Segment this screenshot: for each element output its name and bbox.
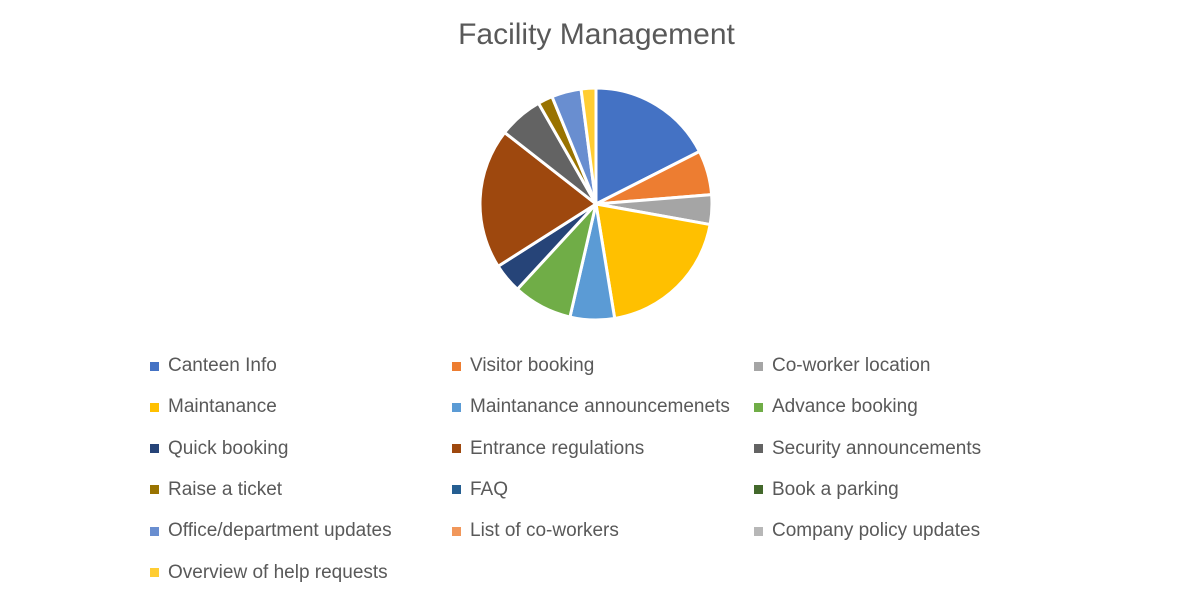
legend-label: Advance booking — [772, 396, 918, 418]
legend-label: Overview of help requests — [168, 561, 388, 583]
legend-swatch — [452, 444, 461, 454]
legend-swatch — [754, 485, 763, 495]
legend-label: Quick booking — [168, 437, 289, 459]
legend-label: Co-worker location — [772, 355, 931, 376]
legend-label: List of co-workers — [470, 520, 619, 542]
legend-swatch — [452, 361, 461, 371]
legend-swatch — [150, 485, 159, 495]
legend-item: Maintanance — [150, 394, 277, 420]
legend-swatch — [150, 526, 159, 536]
legend-item: Quick booking — [150, 436, 288, 462]
legend-item: Overview of help requests — [150, 560, 388, 586]
legend-swatch — [150, 568, 159, 577]
legend-swatch — [754, 526, 763, 536]
legend-label: Security announcements — [772, 437, 982, 459]
legend-swatch — [754, 361, 763, 371]
legend-item: List of co-workers — [452, 518, 619, 544]
legend-swatch — [150, 361, 159, 371]
legend-item: Advance booking — [754, 394, 918, 420]
legend-swatch — [452, 485, 461, 495]
legend-item: Security announcements — [754, 436, 981, 462]
legend-label: FAQ — [470, 478, 509, 500]
pie-slice-0 — [594, 86, 701, 206]
legend-item: Book a parking — [754, 477, 899, 503]
legend-item: FAQ — [452, 477, 508, 503]
legend-label: Canteen Info — [168, 355, 277, 376]
legend-label: Maintanance — [168, 396, 277, 418]
pie-slice-3 — [594, 202, 712, 320]
legend-item: Maintanance announcemenets — [452, 394, 730, 420]
legend-label: Maintanance announcemenets — [470, 396, 730, 418]
legend-swatch — [754, 402, 763, 412]
chart-title: Facility Management — [458, 18, 735, 51]
legend-item: Co-worker location — [754, 353, 930, 379]
pie-slice-15 — [579, 86, 598, 206]
legend-item: Visitor booking — [452, 353, 594, 379]
legend-label: Office/department updates — [168, 520, 392, 542]
legend-swatch — [452, 402, 461, 412]
legend-swatch — [150, 444, 159, 454]
legend-label: Entrance regulations — [470, 437, 645, 459]
legend-item: Entrance regulations — [452, 436, 644, 462]
legend-label: Book a parking — [772, 478, 899, 500]
legend-item: Raise a ticket — [150, 477, 282, 503]
pie-slice-7 — [478, 131, 598, 268]
legend-swatch — [754, 444, 763, 454]
legend-item: Office/department updates — [150, 518, 392, 544]
legend-label: Visitor booking — [470, 355, 595, 376]
legend-swatch — [452, 526, 461, 536]
legend-label: Raise a ticket — [168, 478, 283, 500]
legend-item: Canteen Info — [150, 353, 277, 379]
legend-label: Company policy updates — [772, 520, 981, 542]
legend-item: Company policy updates — [754, 518, 980, 544]
legend-swatch — [150, 402, 159, 412]
